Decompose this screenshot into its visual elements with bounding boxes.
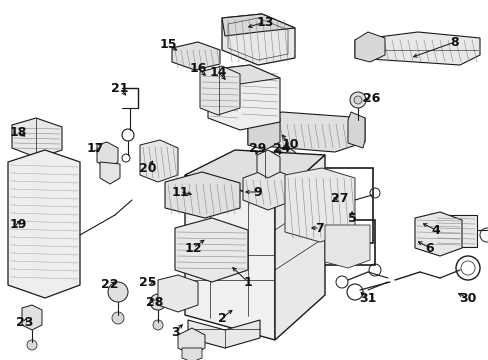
Polygon shape: [12, 118, 62, 158]
Circle shape: [299, 187, 335, 223]
Circle shape: [353, 96, 361, 104]
Circle shape: [276, 154, 292, 170]
Bar: [294, 220, 374, 265]
Polygon shape: [247, 112, 280, 150]
Polygon shape: [354, 32, 479, 65]
Polygon shape: [182, 348, 202, 360]
Text: 31: 31: [359, 292, 376, 305]
Text: 7: 7: [315, 221, 324, 234]
Circle shape: [304, 234, 319, 250]
Text: 6: 6: [425, 242, 433, 255]
Polygon shape: [222, 14, 294, 36]
Text: 30: 30: [458, 292, 476, 305]
Text: 12: 12: [184, 242, 202, 255]
Polygon shape: [243, 168, 294, 210]
Polygon shape: [285, 168, 354, 242]
Circle shape: [229, 206, 273, 250]
Polygon shape: [184, 175, 274, 340]
Circle shape: [241, 282, 263, 304]
Text: 18: 18: [9, 126, 27, 139]
Bar: [14, 172, 72, 217]
Polygon shape: [200, 66, 240, 115]
Text: 27: 27: [330, 192, 348, 204]
Text: 16: 16: [189, 62, 206, 75]
Text: 17: 17: [86, 141, 103, 154]
Text: 4: 4: [431, 224, 440, 237]
Polygon shape: [187, 320, 260, 348]
Circle shape: [102, 149, 114, 161]
Bar: [434, 215, 476, 247]
Circle shape: [108, 282, 128, 302]
Circle shape: [197, 277, 232, 313]
Text: 24: 24: [273, 141, 290, 154]
Circle shape: [203, 284, 225, 306]
Circle shape: [193, 186, 210, 204]
Polygon shape: [274, 155, 325, 340]
Circle shape: [234, 275, 269, 311]
Circle shape: [150, 294, 165, 310]
Polygon shape: [347, 112, 364, 148]
Text: 8: 8: [450, 36, 458, 49]
Text: 14: 14: [209, 66, 226, 78]
Circle shape: [307, 238, 315, 246]
Polygon shape: [222, 14, 294, 65]
Circle shape: [186, 180, 217, 210]
Polygon shape: [184, 150, 325, 200]
Text: 5: 5: [347, 211, 356, 225]
Text: 1: 1: [243, 275, 252, 288]
Polygon shape: [164, 172, 240, 218]
Text: 25: 25: [139, 275, 157, 288]
Polygon shape: [178, 328, 204, 355]
Bar: [162, 285, 192, 303]
Circle shape: [281, 158, 288, 166]
Text: 11: 11: [171, 185, 188, 198]
Circle shape: [153, 320, 163, 330]
Text: 21: 21: [111, 81, 128, 94]
Text: 29: 29: [249, 141, 266, 154]
Circle shape: [270, 148, 298, 176]
Polygon shape: [207, 65, 280, 84]
Polygon shape: [140, 140, 178, 182]
Circle shape: [349, 92, 365, 108]
Text: 26: 26: [363, 91, 380, 104]
Text: 28: 28: [146, 296, 163, 309]
Polygon shape: [354, 32, 384, 62]
Circle shape: [27, 340, 37, 350]
Text: 20: 20: [139, 162, 157, 175]
Polygon shape: [207, 65, 280, 130]
Polygon shape: [100, 162, 120, 184]
Text: 13: 13: [256, 15, 273, 28]
Circle shape: [193, 208, 237, 252]
Text: 19: 19: [9, 219, 27, 231]
Polygon shape: [8, 150, 80, 298]
Text: 2: 2: [217, 311, 226, 324]
Bar: [14, 225, 72, 270]
Bar: [180, 235, 240, 263]
Circle shape: [201, 216, 228, 244]
Polygon shape: [247, 112, 364, 152]
Polygon shape: [97, 142, 118, 168]
Text: 10: 10: [281, 139, 298, 152]
Polygon shape: [158, 275, 198, 312]
Circle shape: [105, 165, 115, 175]
Text: 9: 9: [253, 185, 262, 198]
Polygon shape: [172, 42, 220, 70]
Text: 15: 15: [159, 39, 176, 51]
Text: 3: 3: [170, 325, 179, 338]
Circle shape: [112, 312, 124, 324]
Text: 23: 23: [16, 315, 34, 328]
Polygon shape: [22, 305, 42, 330]
Polygon shape: [414, 212, 461, 256]
Polygon shape: [257, 150, 280, 178]
Polygon shape: [325, 225, 369, 268]
Circle shape: [306, 194, 328, 216]
Text: 22: 22: [101, 279, 119, 292]
Circle shape: [238, 214, 265, 242]
Polygon shape: [175, 218, 247, 282]
Bar: [278, 168, 372, 243]
